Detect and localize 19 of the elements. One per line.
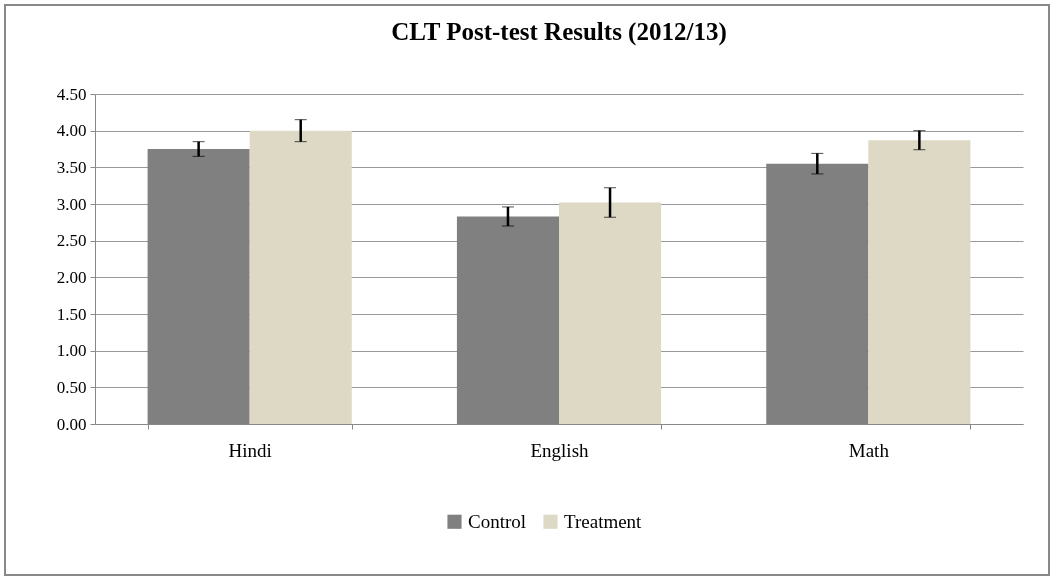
- bar: [868, 140, 971, 424]
- y-tick-label: 0.00: [56, 414, 87, 434]
- y-tick-label: 2.00: [56, 267, 87, 287]
- y-tick-label: 1.50: [56, 304, 87, 324]
- y-tick-label: 4.50: [56, 84, 87, 104]
- chart-title: CLT Post-test Results (2012/13): [391, 18, 727, 46]
- bar: [559, 202, 662, 424]
- x-tick-label: English: [530, 439, 590, 461]
- y-tick-label: 3.00: [56, 194, 87, 214]
- y-tick-label: 3.50: [56, 157, 87, 177]
- legend-label: Control: [468, 510, 527, 532]
- x-tick-label: Math: [848, 439, 890, 461]
- bar: [249, 130, 352, 424]
- y-tick-label: 4.00: [56, 121, 87, 141]
- y-tick-label: 2.50: [56, 231, 87, 251]
- y-tick-label: 1.00: [56, 341, 87, 361]
- legend-label: Treatment: [564, 510, 643, 532]
- y-tick-label: 0.50: [56, 377, 87, 397]
- x-tick-label: Hindi: [228, 439, 272, 461]
